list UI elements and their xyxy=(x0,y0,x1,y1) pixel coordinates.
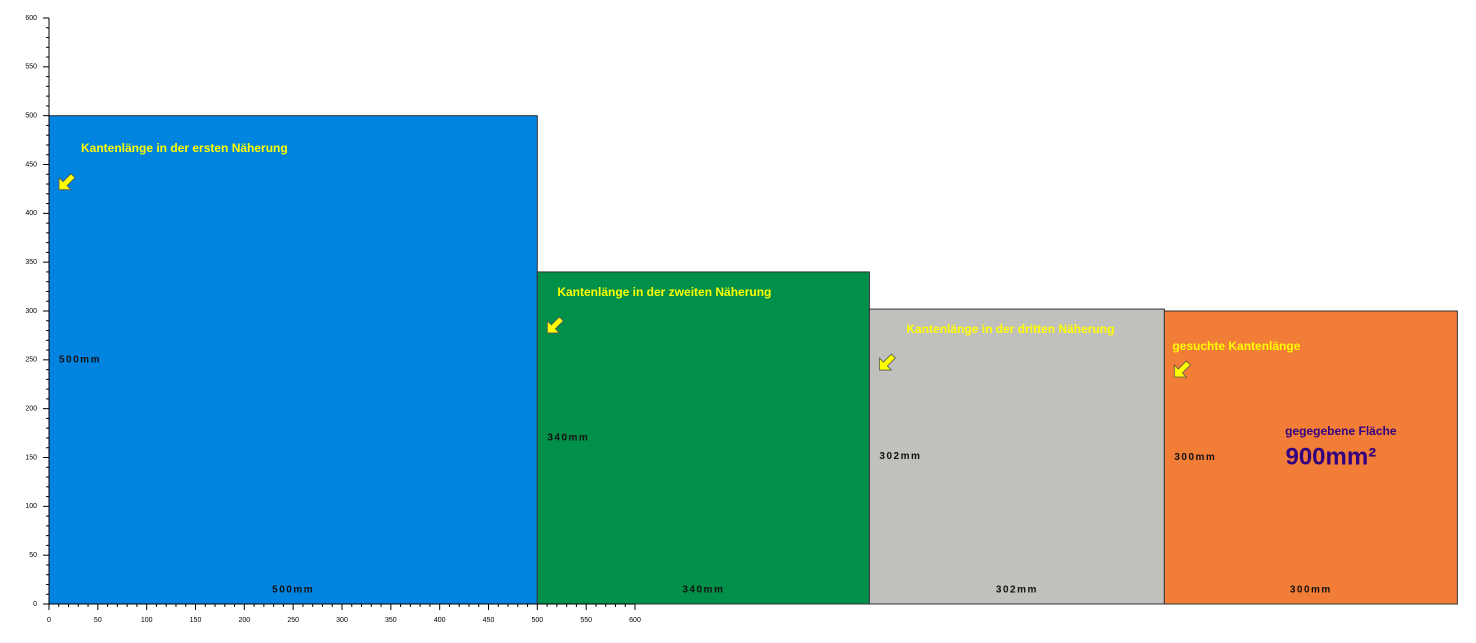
x-tick-label: 100 xyxy=(141,617,153,624)
y-tick-label: 0 xyxy=(33,601,37,608)
side-label: 340mm xyxy=(682,585,724,596)
x-tick-label: 50 xyxy=(94,617,102,624)
arrow xyxy=(546,316,564,334)
arrow xyxy=(58,173,76,191)
x-tick-label: 350 xyxy=(385,617,397,624)
side-label: 500mm xyxy=(59,354,101,365)
square xyxy=(868,308,1165,605)
x-tick-label: 150 xyxy=(190,617,202,624)
side-label: 302mm xyxy=(879,451,921,462)
square xyxy=(1163,310,1458,605)
x-tick-label: 450 xyxy=(483,617,495,624)
arrow xyxy=(1173,360,1191,378)
y-tick-label: 400 xyxy=(25,210,37,217)
square xyxy=(536,271,870,605)
x-tick-label: 300 xyxy=(336,617,348,624)
side-label: 340mm xyxy=(547,433,589,444)
arrow xyxy=(879,353,896,371)
y-tick-label: 150 xyxy=(25,454,37,461)
side-label: 302mm xyxy=(996,585,1038,596)
y-tick-label: 200 xyxy=(25,406,37,413)
y-tick-label: 350 xyxy=(25,259,37,266)
x-tick-label: 550 xyxy=(580,617,592,624)
annotation: Kantenlänge in der ersten Näherung xyxy=(81,141,288,155)
side-label: 300mm xyxy=(1290,585,1332,596)
y-tick-label: 100 xyxy=(25,503,37,510)
y-tick-label: 600 xyxy=(25,15,37,22)
annotation: Kantenlänge in der zweiten Näherung xyxy=(557,285,771,299)
y-tick-label: 50 xyxy=(29,552,37,559)
y-tick-label: 550 xyxy=(25,64,37,71)
y-tick-label: 300 xyxy=(25,308,37,315)
area-caption: gegegebene Fläche xyxy=(1285,424,1397,438)
x-tick-label: 250 xyxy=(287,617,299,624)
annotation: Kantenlänge in der dritten Näherung xyxy=(906,322,1114,336)
x-tick-label: 200 xyxy=(238,617,250,624)
x-tick-label: 0 xyxy=(47,617,51,624)
side-label: 500mm xyxy=(272,585,314,596)
x-tick-label: 500 xyxy=(531,617,543,624)
y-tick-label: 450 xyxy=(25,161,37,168)
square xyxy=(48,115,538,605)
annotation: gesuchte Kantenlänge xyxy=(1172,339,1300,353)
y-tick-label: 500 xyxy=(25,113,37,120)
area-label: 900mm² xyxy=(1285,443,1376,470)
y-tick-label: 250 xyxy=(25,357,37,364)
x-tick-label: 400 xyxy=(434,617,446,624)
side-label: 300mm xyxy=(1174,452,1216,463)
x-tick-label: 600 xyxy=(629,617,641,624)
